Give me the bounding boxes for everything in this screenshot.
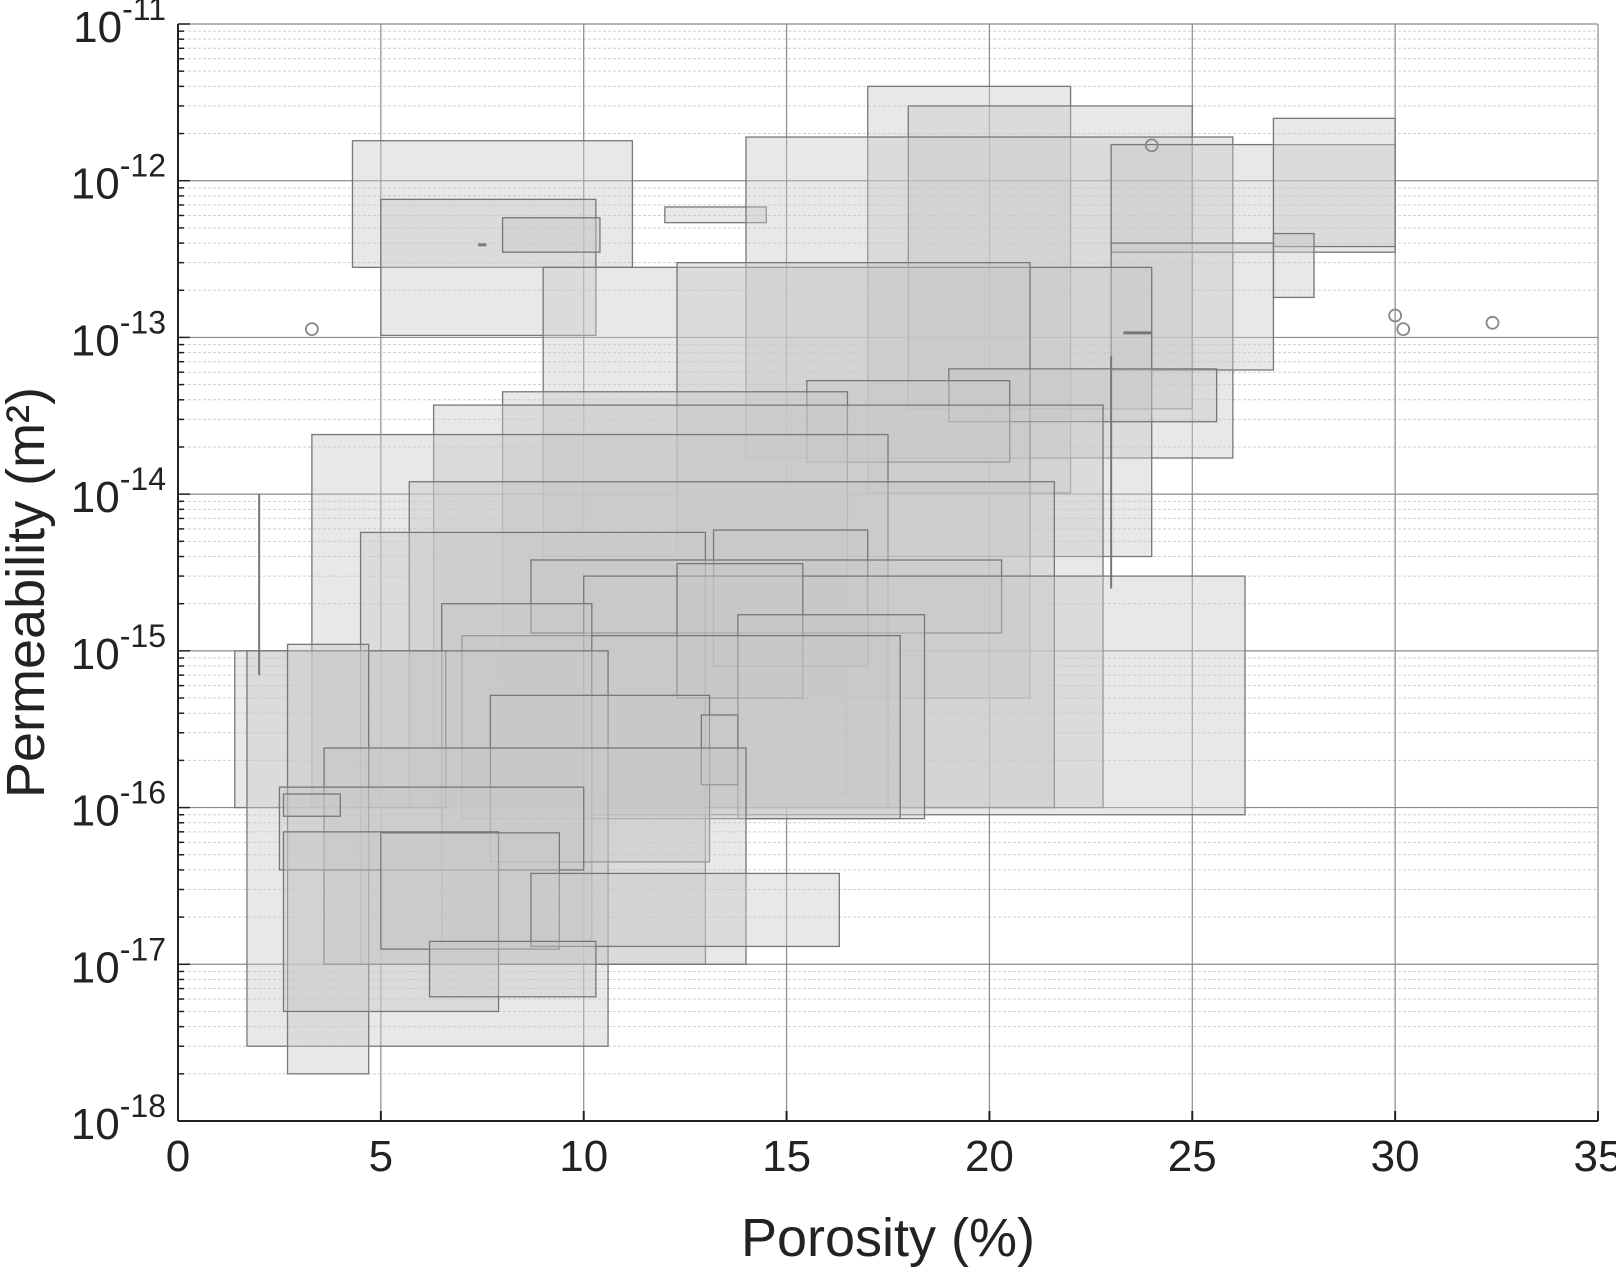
range-box-15: [806, 379, 1011, 463]
range-box-25: [737, 614, 926, 820]
y-tick-label: 10-13: [71, 304, 166, 365]
range-box-9: [1272, 117, 1396, 248]
range-box-38: [530, 872, 840, 948]
range-box-5: [867, 85, 1072, 494]
y-tick-label: 10-18: [71, 1088, 166, 1149]
range-box-19: [408, 481, 1055, 809]
range-box-39: [428, 940, 597, 998]
range-box-28: [234, 650, 447, 809]
range-box-30: [286, 643, 370, 1075]
y-tick-label: 10-15: [71, 618, 166, 679]
data-point-5: [1485, 315, 1500, 330]
data-point-1: [304, 322, 319, 337]
markers: [258, 138, 1500, 676]
x-tick-label: 20: [965, 1132, 1014, 1181]
x-tick-label: 35: [1574, 1132, 1616, 1181]
data-point-3: [1388, 308, 1403, 323]
range-box-11: [1110, 242, 1275, 371]
range-box-21: [712, 529, 869, 667]
range-box-6: [907, 105, 1193, 410]
x-axis-title: Porosity (%): [741, 1208, 1035, 1268]
range-box-37: [380, 832, 561, 950]
range-box-27: [441, 603, 593, 943]
x-tick-label: 15: [762, 1132, 811, 1181]
range-box-13: [676, 262, 1031, 699]
data-point-4: [1396, 322, 1411, 337]
range-box-16: [501, 391, 849, 796]
range-box-32: [700, 714, 739, 786]
y-tick-label: 10-11: [73, 0, 166, 52]
x-tick-label: 0: [166, 1132, 190, 1181]
x-tick-label: 5: [369, 1132, 393, 1181]
range-box-17: [432, 404, 1104, 809]
tick-labels: 0 5 10 15 20 25 30 35 10-18 10-17 10-16 10-15 10-14 1…: [71, 0, 1616, 1181]
y-tick-label: 10-14: [71, 461, 166, 522]
range-box-29: [246, 650, 609, 1047]
range-box-34: [278, 786, 585, 871]
range-box-33: [323, 747, 747, 965]
x-tick-label: 10: [559, 1132, 608, 1181]
y-tick-label: 10-16: [71, 775, 166, 836]
range-box-24: [676, 563, 804, 699]
range-box-10: [1272, 232, 1315, 299]
range-box-26: [461, 635, 901, 820]
x-tick-label: 25: [1168, 1132, 1217, 1181]
range-boxes: [234, 85, 1396, 1075]
y-axis-title: Permeability (m²): [0, 387, 56, 798]
range-box-14: [948, 368, 1218, 423]
x-tick-label: 30: [1371, 1132, 1420, 1181]
range-box-36: [282, 793, 341, 817]
range-box-22: [530, 559, 1003, 634]
range-box-31: [489, 694, 711, 863]
y-tick-label: 10-17: [71, 931, 166, 992]
axes: [177, 23, 1599, 1122]
data-point-2: [1144, 138, 1159, 153]
range-box-3: [501, 217, 601, 253]
range-box-18: [311, 433, 889, 809]
range-box-8: [1110, 143, 1396, 253]
range-box-35: [282, 831, 500, 1013]
y-tick-label: 10-12: [71, 148, 166, 209]
range-box-1: [351, 140, 634, 269]
range-box-4: [664, 206, 767, 224]
